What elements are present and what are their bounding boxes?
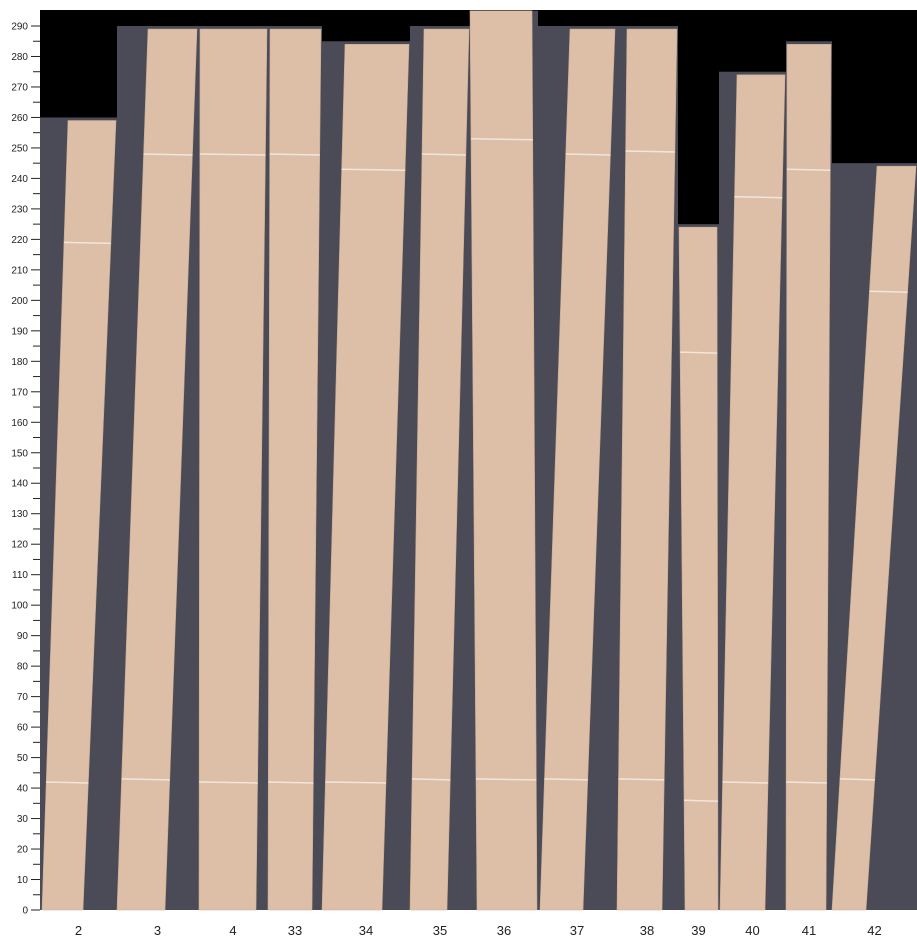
wood-veneer [616,28,678,911]
strip-34[interactable] [321,41,410,911]
y-tick-label: 130 [11,509,28,520]
splice-line [722,781,769,784]
strip-41[interactable] [785,41,832,911]
y-tick-label: 260 [11,113,28,124]
wood-veneer [678,226,719,911]
wood-veneer [539,28,616,911]
y-tick-label: 30 [17,814,29,825]
y-axis: 0 10 20 30 40 50 60 70 80 90 100 110 120 130 140 150 160… [11,22,40,917]
splice-line [869,290,908,293]
strip-label: 34 [359,923,373,938]
splice-line [63,241,111,245]
splice-line [199,781,258,784]
splice-line [325,781,387,784]
strip-label: 4 [229,923,236,938]
splice-line [121,778,170,781]
wood-veneer [785,43,832,911]
wood-veneer [321,43,410,911]
splice-line [625,150,675,153]
strip-label: 42 [867,923,881,938]
strip-4[interactable] [198,26,268,911]
splice-line [734,195,783,199]
splice-line [470,138,533,141]
splice-line [839,778,875,781]
strip-label: 35 [433,923,447,938]
splice-line [268,781,314,784]
x-axis-labels: 2 3 4 33 34 35 36 37 38 39 40 41 42 [75,923,882,938]
splice-line [421,153,466,156]
wood-veneer [41,120,117,911]
y-tick-label: 200 [11,296,28,307]
strip-label: 40 [745,923,759,938]
strip-label: 37 [570,923,584,938]
strip-39[interactable] [678,224,719,911]
strip-label: 33 [288,923,302,938]
strips-layer [40,10,917,911]
y-tick-label: 100 [11,601,28,612]
strip-label: 39 [691,923,705,938]
splice-line [269,153,320,156]
wood-veneer [409,28,470,911]
strip-42[interactable] [831,163,917,911]
y-tick-label: 80 [17,662,29,673]
splice-line [680,351,718,354]
y-tick-label: 150 [11,448,28,459]
y-tick-label: 180 [11,357,28,368]
splice-line [341,168,406,172]
splice-line [199,153,266,156]
wood-veneer [198,28,268,911]
splice-line [46,781,89,784]
y-tick-label: 240 [11,174,28,185]
strip-36[interactable] [469,10,538,911]
splice-line [786,781,827,784]
splice-line [544,778,588,781]
splice-line [684,799,718,803]
splice-line [412,778,451,781]
y-tick-label: 220 [11,235,28,246]
strip-37[interactable] [538,26,616,911]
wood-veneer [831,165,917,911]
y-tick-label: 270 [11,82,28,93]
splice-line [565,153,611,156]
y-tick-label: 110 [12,570,28,581]
strip-label: 2 [75,923,82,938]
splice-line [143,153,193,156]
y-tick-label: 250 [11,143,28,154]
wood-veneer [469,10,538,911]
y-tick-label: 40 [17,784,29,795]
y-tick-label: 230 [11,204,28,215]
wood-veneer [267,28,322,911]
y-tick-label: 0 [22,906,28,917]
y-tick-label: 280 [11,52,28,63]
y-tick-label: 140 [11,479,28,490]
strip-38[interactable] [616,26,678,911]
y-tick-label: 60 [17,723,29,734]
strip-label: 36 [497,923,511,938]
y-tick-label: 50 [17,753,29,764]
splice-line [475,778,537,781]
strip-3[interactable] [116,26,198,911]
strip-label: 38 [640,923,654,938]
y-tick-label: 210 [11,265,28,276]
strip-33[interactable] [267,26,322,911]
y-tick-label: 120 [11,540,28,551]
strip-35[interactable] [409,26,470,911]
splice-line [786,168,831,172]
splice-line [618,778,665,781]
y-tick-label: 170 [11,387,28,398]
y-tick-label: 10 [17,875,29,886]
y-tick-label: 90 [17,631,29,642]
strip-40[interactable] [719,71,786,911]
y-tick-label: 70 [17,692,29,703]
y-tick-label: 160 [11,418,28,429]
y-tick-label: 190 [11,326,28,337]
strip-label: 3 [154,923,161,938]
y-tick-label: 20 [17,845,29,856]
wood-veneer [719,74,786,911]
y-tick-label: 290 [11,22,28,33]
strip-2[interactable] [40,117,117,911]
strip-label: 41 [802,923,816,938]
wood-veneer [116,28,198,911]
